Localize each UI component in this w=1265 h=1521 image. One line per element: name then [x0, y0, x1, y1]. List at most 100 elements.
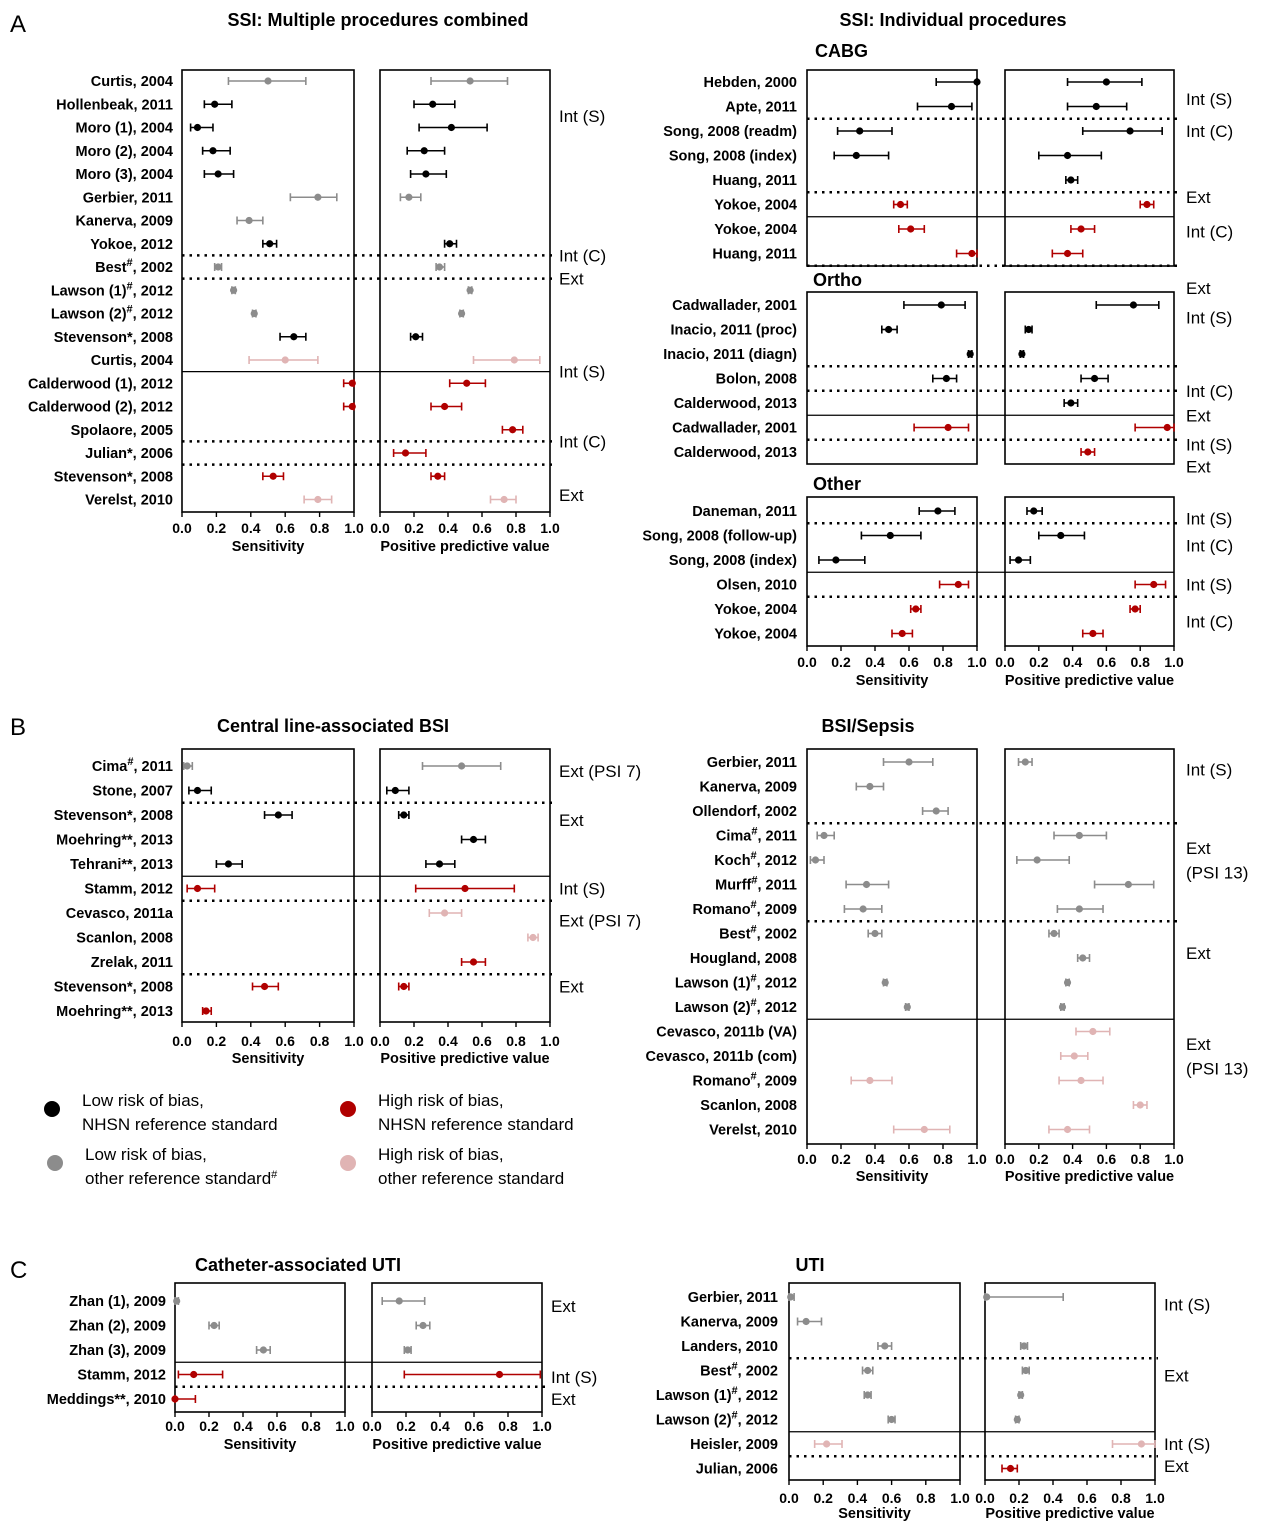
- point-estimate: [1025, 325, 1033, 334]
- study-label: Kanerva, 2009: [699, 780, 797, 796]
- study-label: Cevasco, 2011b (com): [645, 1049, 797, 1065]
- x-axis-label-sensitivity: Sensitivity: [856, 1169, 929, 1185]
- point-estimate: [811, 856, 820, 864]
- group-label: Int (C): [1186, 536, 1233, 555]
- point-estimate: [314, 193, 322, 201]
- tick-label: 0.4: [430, 1418, 450, 1434]
- point-estimate: [202, 1007, 210, 1015]
- group-label: Int (C): [1186, 122, 1233, 141]
- point-estimate: [463, 379, 471, 387]
- tick-label: 0.4: [241, 1033, 261, 1049]
- tick-label: 1.0: [344, 1033, 364, 1049]
- point-estimate: [1058, 1003, 1067, 1011]
- point-estimate: [920, 1125, 928, 1134]
- tick-label: 0.2: [813, 1490, 833, 1506]
- study-label: Yokoe, 2004: [714, 198, 797, 214]
- tick-label: 0.8: [1130, 654, 1150, 670]
- group-label: Ext: [1186, 1035, 1211, 1054]
- point-estimate: [1092, 102, 1100, 111]
- point-estimate: [973, 78, 981, 86]
- study-label: Song, 2008 (follow-up): [642, 529, 797, 545]
- point-estimate: [400, 811, 408, 819]
- point-estimate: [1143, 200, 1151, 209]
- panel-letter: A: [10, 11, 26, 38]
- study-label: Song, 2008 (index): [669, 149, 797, 165]
- point-estimate: [1089, 629, 1097, 638]
- group-label: Ext: [551, 1297, 576, 1316]
- group-label: Ext: [1186, 406, 1211, 425]
- tick-label: 0.8: [933, 654, 953, 670]
- study-label: Song, 2008 (index): [669, 553, 797, 569]
- point-estimate: [529, 933, 537, 942]
- group-label: Int (S): [551, 1368, 597, 1387]
- study-label: Hollenbeak, 2011: [56, 97, 173, 113]
- tick-label: 1.0: [540, 520, 560, 536]
- tick-label: 0.6: [899, 654, 919, 670]
- point-estimate: [820, 831, 828, 840]
- point-estimate: [1077, 225, 1085, 233]
- point-estimate: [1006, 1464, 1015, 1473]
- ppv-plot-frame: [984, 1282, 1156, 1481]
- group-label: Int (S): [1164, 1435, 1210, 1454]
- point-estimate: [947, 102, 956, 111]
- point-estimate: [466, 286, 474, 294]
- tick-label: 0.2: [404, 1033, 424, 1049]
- point-estimate: [1063, 978, 1072, 987]
- point-estimate: [1079, 954, 1087, 962]
- study-label: Stevenson*, 2008: [54, 330, 173, 346]
- tick-label: 0.6: [1097, 654, 1117, 670]
- study-label: Moehring**, 2013: [56, 833, 173, 849]
- point-estimate: [862, 880, 871, 889]
- group-label: Int (C): [1186, 222, 1233, 241]
- study-label: Cadwallader, 2001: [672, 298, 797, 314]
- group-label: Ext: [559, 270, 584, 289]
- point-estimate: [1033, 856, 1041, 864]
- point-estimate: [250, 309, 258, 318]
- chart-title: SSI: Individual procedures: [839, 10, 1066, 30]
- point-estimate: [412, 333, 420, 341]
- x-axis-label-ppv: Positive predictive value: [380, 539, 549, 555]
- group-label: Ext (PSI 7): [559, 911, 641, 930]
- point-estimate: [193, 786, 202, 795]
- x-axis-label-ppv: Positive predictive value: [372, 1437, 541, 1453]
- study-label: Gerbier, 2011: [688, 1290, 778, 1306]
- tick-label: 0.0: [797, 1151, 817, 1167]
- x-axis-label-sensitivity: Sensitivity: [232, 539, 305, 555]
- group-label: Ext: [1186, 279, 1211, 298]
- group-label: Int (S): [1186, 308, 1232, 327]
- point-estimate: [269, 472, 277, 480]
- sensitivity-plot-frame: [174, 1282, 346, 1413]
- point-estimate: [905, 758, 913, 766]
- sensitivity-plot-frame: [806, 69, 978, 267]
- point-estimate: [1090, 374, 1099, 383]
- study-label: Yokoe, 2012: [90, 237, 173, 253]
- tick-label: 0.0: [172, 1033, 192, 1049]
- tick-label: 0.4: [1043, 1490, 1063, 1506]
- panel-letter: B: [10, 714, 26, 741]
- study-label: Landers, 2010: [681, 1339, 778, 1355]
- point-estimate: [903, 1003, 911, 1011]
- tick-label: 0.2: [831, 654, 851, 670]
- chart-title: Catheter-associated UTI: [195, 1255, 401, 1275]
- tick-label: 0.6: [472, 520, 492, 536]
- point-estimate: [1020, 1342, 1028, 1350]
- point-estimate: [1014, 556, 1023, 564]
- point-estimate: [1075, 905, 1083, 913]
- study-label: Song, 2008 (readm): [663, 124, 797, 140]
- group-label: Ext: [1164, 1366, 1189, 1385]
- study-label: Scanlon, 2008: [700, 1098, 797, 1114]
- point-estimate: [944, 423, 952, 432]
- study-label: Yokoe, 2004: [714, 602, 797, 618]
- point-estimate: [447, 123, 455, 132]
- point-estimate: [1057, 531, 1065, 540]
- point-estimate: [823, 1440, 831, 1448]
- legend-text-line1: Low risk of bias,: [82, 1091, 204, 1110]
- tick-label: 0.8: [916, 1490, 936, 1506]
- group-label: Int (C): [1186, 612, 1233, 631]
- group-label: Int (S): [559, 363, 605, 382]
- chart-title: SSI: Multiple procedures combined: [227, 10, 528, 30]
- study-label: Apte, 2011: [725, 100, 797, 116]
- study-label: Inacio, 2011 (diagn): [663, 347, 797, 363]
- tick-label: 0.4: [233, 1418, 253, 1434]
- study-label: Olsen, 2010: [716, 578, 797, 594]
